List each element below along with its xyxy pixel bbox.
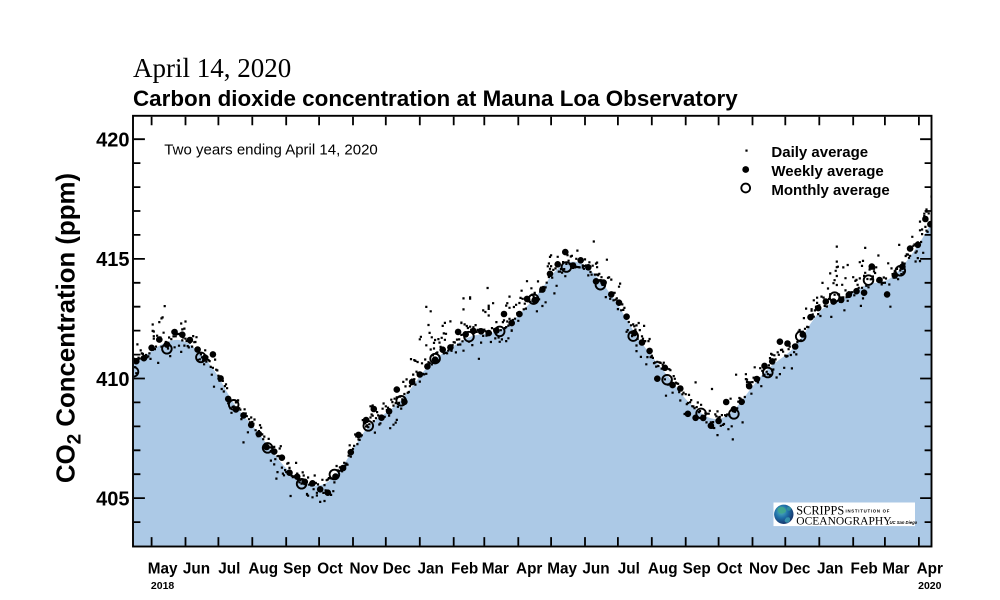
svg-text:2020: 2020 <box>918 580 942 592</box>
svg-text:Oct: Oct <box>317 561 343 578</box>
svg-text:Sep: Sep <box>283 561 311 578</box>
svg-text:Apr: Apr <box>917 561 943 578</box>
svg-text:Nov: Nov <box>749 561 778 578</box>
svg-text:Two years ending April 14, 202: Two years ending April 14, 2020 <box>164 142 377 159</box>
svg-text:Carbon dioxide concentration a: Carbon dioxide concentration at Mauna Lo… <box>133 86 738 111</box>
svg-text:INSTITUTION OF: INSTITUTION OF <box>846 509 891 514</box>
svg-text:415: 415 <box>96 249 129 271</box>
svg-text:Jun: Jun <box>183 561 210 578</box>
svg-text:OCEANOGRAPHY: OCEANOGRAPHY <box>796 516 892 528</box>
svg-text:UC San Diego: UC San Diego <box>890 520 918 525</box>
svg-text:Daily average: Daily average <box>771 144 868 161</box>
svg-text:420: 420 <box>96 130 129 152</box>
svg-text:Apr: Apr <box>516 561 542 578</box>
svg-text:Dec: Dec <box>383 561 412 578</box>
svg-text:Oct: Oct <box>717 561 743 578</box>
svg-text:410: 410 <box>96 369 129 391</box>
svg-text:Jul: Jul <box>618 561 640 578</box>
svg-text:Mar: Mar <box>882 561 909 578</box>
svg-text:April 14, 2020: April 14, 2020 <box>133 53 291 83</box>
svg-text:Sep: Sep <box>683 561 711 578</box>
svg-text:Jun: Jun <box>582 561 609 578</box>
svg-text:405: 405 <box>96 489 129 511</box>
svg-text:SCRIPPS: SCRIPPS <box>796 504 844 518</box>
svg-text:Aug: Aug <box>648 561 678 578</box>
svg-text:Feb: Feb <box>850 561 877 578</box>
svg-text:Weekly average: Weekly average <box>771 163 883 180</box>
svg-text:May: May <box>148 561 178 578</box>
svg-text:Dec: Dec <box>782 561 811 578</box>
svg-text:May: May <box>547 561 577 578</box>
svg-text:Feb: Feb <box>451 561 478 578</box>
svg-text:2018: 2018 <box>151 580 175 592</box>
svg-text:Monthly average: Monthly average <box>771 182 889 199</box>
svg-text:Nov: Nov <box>349 561 378 578</box>
svg-text:Mar: Mar <box>482 561 509 578</box>
svg-text:CO2 Concentration (ppm): CO2 Concentration (ppm) <box>53 173 86 483</box>
svg-text:Jul: Jul <box>218 561 240 578</box>
svg-text:Jan: Jan <box>817 561 843 578</box>
svg-text:Aug: Aug <box>248 561 278 578</box>
svg-text:Jan: Jan <box>418 561 444 578</box>
